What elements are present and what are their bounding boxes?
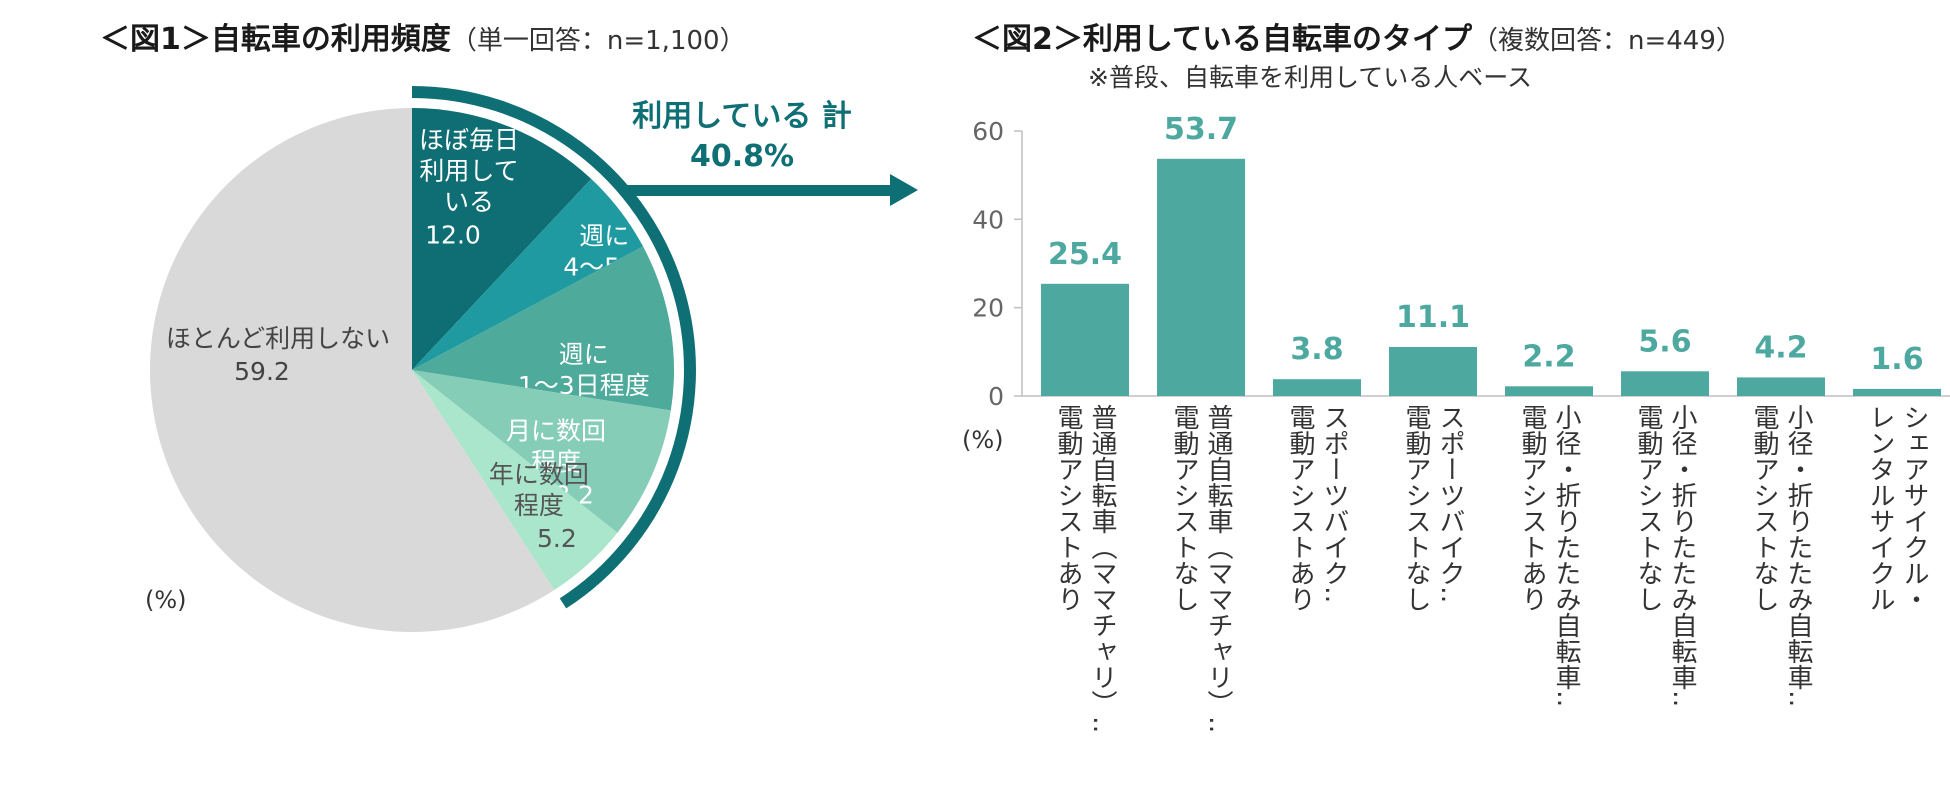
pie-slice-label-line: 年に数回 <box>489 460 589 489</box>
pie-slice <box>412 370 618 590</box>
pie-slice-label-line: ほとんど利用しない <box>166 324 390 353</box>
bar-value-label: 2.2 <box>1522 339 1575 374</box>
callout-arc <box>411 86 696 609</box>
bar-value-label: 53.7 <box>1164 112 1238 147</box>
pie-slice-value: 5.2 <box>537 524 577 553</box>
x-category-label: 電動アシストなし <box>1169 404 1199 612</box>
bar-value-label: 4.2 <box>1754 330 1807 365</box>
pie-slice-value: 12.0 <box>425 220 481 249</box>
bar <box>1737 377 1825 396</box>
pie-slice-label-line: 月に数回 <box>506 416 606 445</box>
pie-slice-label: ほとんど利用しない 59.2 <box>166 324 390 386</box>
figure2-title: ＜図2＞利用している自転車のタイプ（複数回答：n=449） <box>972 14 1742 58</box>
pie-slice-label-line: ほぼ毎日 <box>419 125 519 154</box>
callout: 利用している 計 40.8% <box>411 86 918 609</box>
figure1-title: ＜図1＞自転車の利用頻度（単一回答：n=1,100） <box>100 14 746 58</box>
figure1-subtitle: （単一回答：n=1,100） <box>450 26 746 56</box>
bar <box>1505 386 1593 396</box>
callout-value: 40.8% <box>690 139 794 174</box>
x-category-label: スポーツバイク‥ <box>1319 404 1349 603</box>
bar-chart: 020406025.4普通自転車（ママチャリ）‥電動アシストあり53.7普通自転… <box>972 112 1950 733</box>
pie-slice-label-line: 週に <box>579 222 629 251</box>
x-category-label: 電動アシストなし <box>1633 404 1663 612</box>
figure2-unit: (%) <box>962 426 1004 454</box>
figure1-unit: (%) <box>145 586 187 614</box>
x-category-label: スポーツバイク‥ <box>1435 404 1465 603</box>
bar-value-label: 3.8 <box>1290 332 1343 367</box>
x-category-label: 電動アシストあり <box>1285 404 1315 612</box>
pie-slice-label-line: いる <box>444 187 494 216</box>
pie-slice-label-line: 週に <box>559 340 609 369</box>
x-category-label: 電動アシストなし <box>1401 404 1431 612</box>
bar <box>1853 388 1941 396</box>
pie-chart: ほぼ毎日利用している12.0週に4～5日程度5.2週に1～3日程度10.3月に数… <box>149 108 674 632</box>
bar <box>1389 347 1477 396</box>
bar-value-label: 25.4 <box>1048 237 1122 272</box>
bar <box>1157 158 1245 396</box>
pie-slice <box>412 108 592 370</box>
figure2-subtitle: （複数回答：n=449） <box>1471 26 1742 56</box>
y-tick-label: 60 <box>972 117 1004 146</box>
callout-arrow-head <box>890 174 918 206</box>
figure2-note: ※普段、自転車を利用している人ベース <box>1088 63 1532 92</box>
pie-slice <box>412 246 674 411</box>
callout-arrow-shaft <box>626 185 896 196</box>
x-category-label: 電動アシストあり <box>1517 404 1547 612</box>
pie-slice <box>412 370 671 533</box>
bar <box>1273 379 1361 396</box>
pie-slice <box>149 108 555 632</box>
x-category-label: レンタルサイクル <box>1865 404 1895 612</box>
figure1-title-text: ＜図1＞自転車の利用頻度 <box>100 22 451 57</box>
x-category-label: 小径・折りたたみ自転車‥ <box>1667 404 1697 707</box>
bar <box>1621 371 1709 396</box>
x-category-label: 普通自転車（ママチャリ）‥ <box>1203 404 1233 733</box>
y-tick-label: 20 <box>972 294 1004 323</box>
bar <box>1041 283 1129 396</box>
figure2-title-text: ＜図2＞利用している自転車のタイプ <box>972 22 1472 57</box>
bar-value-label: 1.6 <box>1870 342 1923 377</box>
x-category-label: シェアサイクル・ <box>1899 404 1929 612</box>
y-tick-label: 0 <box>988 382 1004 411</box>
bar-value-label: 11.1 <box>1396 300 1470 335</box>
pie-slice-label-line: 程度 <box>514 491 564 520</box>
pie-slice-label-line: 利用して <box>419 156 518 185</box>
pie-slice-value: 59.2 <box>234 357 290 386</box>
x-category-label: 電動アシストなし <box>1749 404 1779 612</box>
x-category-label: 小径・折りたたみ自転車‥ <box>1783 404 1813 707</box>
x-category-label: 小径・折りたたみ自転車‥ <box>1551 404 1581 707</box>
bar-value-label: 5.6 <box>1638 324 1691 359</box>
pie-slice <box>412 178 644 370</box>
x-category-label: 電動アシストあり <box>1053 404 1083 612</box>
x-category-label: 普通自転車（ママチャリ）‥ <box>1087 404 1117 733</box>
callout-label: 利用している 計 <box>632 99 852 134</box>
y-tick-label: 40 <box>972 205 1004 234</box>
